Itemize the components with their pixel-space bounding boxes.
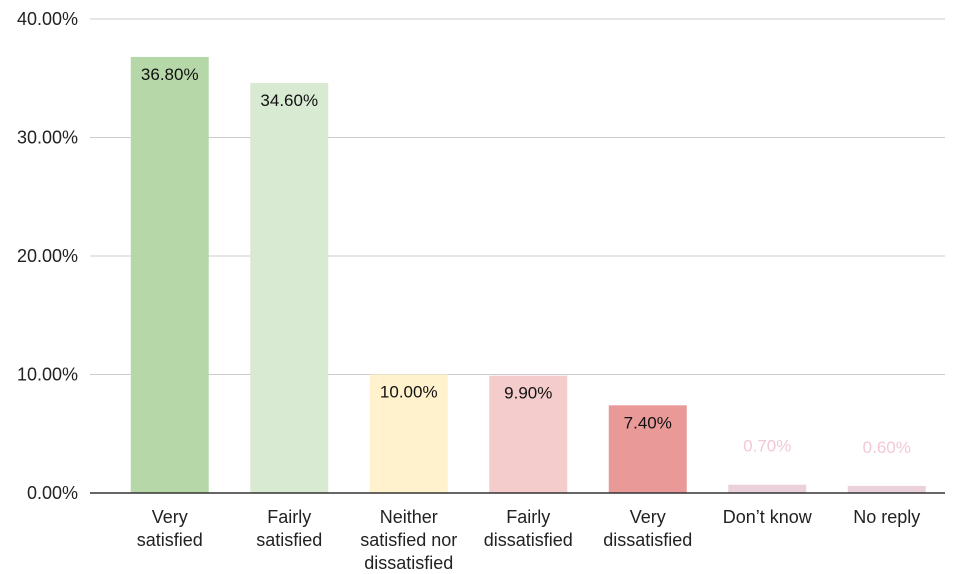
x-tick-label: Very satisfied bbox=[137, 507, 203, 550]
x-tick-label: Fairly dissatisfied bbox=[484, 507, 573, 550]
data-label: 36.80% bbox=[141, 65, 199, 84]
bar bbox=[848, 486, 926, 493]
x-tick-label: Very dissatisfied bbox=[603, 507, 692, 550]
y-tick-label: 10.00% bbox=[17, 365, 78, 385]
x-tick-label-line: dissatisfied bbox=[484, 530, 573, 550]
x-tick-label-line: Neither bbox=[380, 507, 438, 527]
x-tick-label-line: No reply bbox=[853, 507, 920, 527]
bar bbox=[728, 485, 806, 493]
data-label: 7.40% bbox=[624, 413, 672, 432]
bars: 36.80% 34.60% 10.00% 9.90% 7.40% 0.70% 0.60% bbox=[131, 57, 926, 493]
x-tick-label-line: Very bbox=[152, 507, 188, 527]
bar bbox=[250, 83, 328, 493]
bar bbox=[131, 57, 209, 493]
y-axis: 0.00% 10.00% 20.00% 30.00% 40.00% bbox=[17, 9, 78, 503]
x-tick-label-line: Fairly bbox=[267, 507, 311, 527]
x-tick-label: Neither satisfied nor dissatisfied bbox=[360, 507, 457, 573]
y-tick-label: 0.00% bbox=[27, 483, 78, 503]
x-tick-label: No reply bbox=[853, 507, 920, 527]
x-tick-label: Don’t know bbox=[723, 507, 813, 527]
data-label: 10.00% bbox=[380, 383, 438, 402]
x-tick-label-line: satisfied nor bbox=[360, 530, 457, 550]
data-label: 0.70% bbox=[743, 437, 791, 456]
x-tick-label-line: Very bbox=[630, 507, 666, 527]
x-tick-label-line: dissatisfied bbox=[364, 553, 453, 573]
y-tick-label: 40.00% bbox=[17, 9, 78, 29]
x-tick-label-line: dissatisfied bbox=[603, 530, 692, 550]
x-tick-label-line: satisfied bbox=[137, 530, 203, 550]
x-tick-label-line: satisfied bbox=[256, 530, 322, 550]
data-label: 34.60% bbox=[260, 91, 318, 110]
y-tick-label: 20.00% bbox=[17, 246, 78, 266]
y-tick-label: 30.00% bbox=[17, 128, 78, 148]
data-label: 9.90% bbox=[504, 384, 552, 403]
data-label: 0.60% bbox=[863, 438, 911, 457]
x-tick-label: Fairly satisfied bbox=[256, 507, 322, 550]
x-axis: Very satisfied Fairly satisfied Neither satis… bbox=[90, 493, 945, 573]
x-tick-label-line: Don’t know bbox=[723, 507, 813, 527]
gridlines bbox=[90, 19, 945, 375]
x-tick-label-line: Fairly bbox=[506, 507, 550, 527]
